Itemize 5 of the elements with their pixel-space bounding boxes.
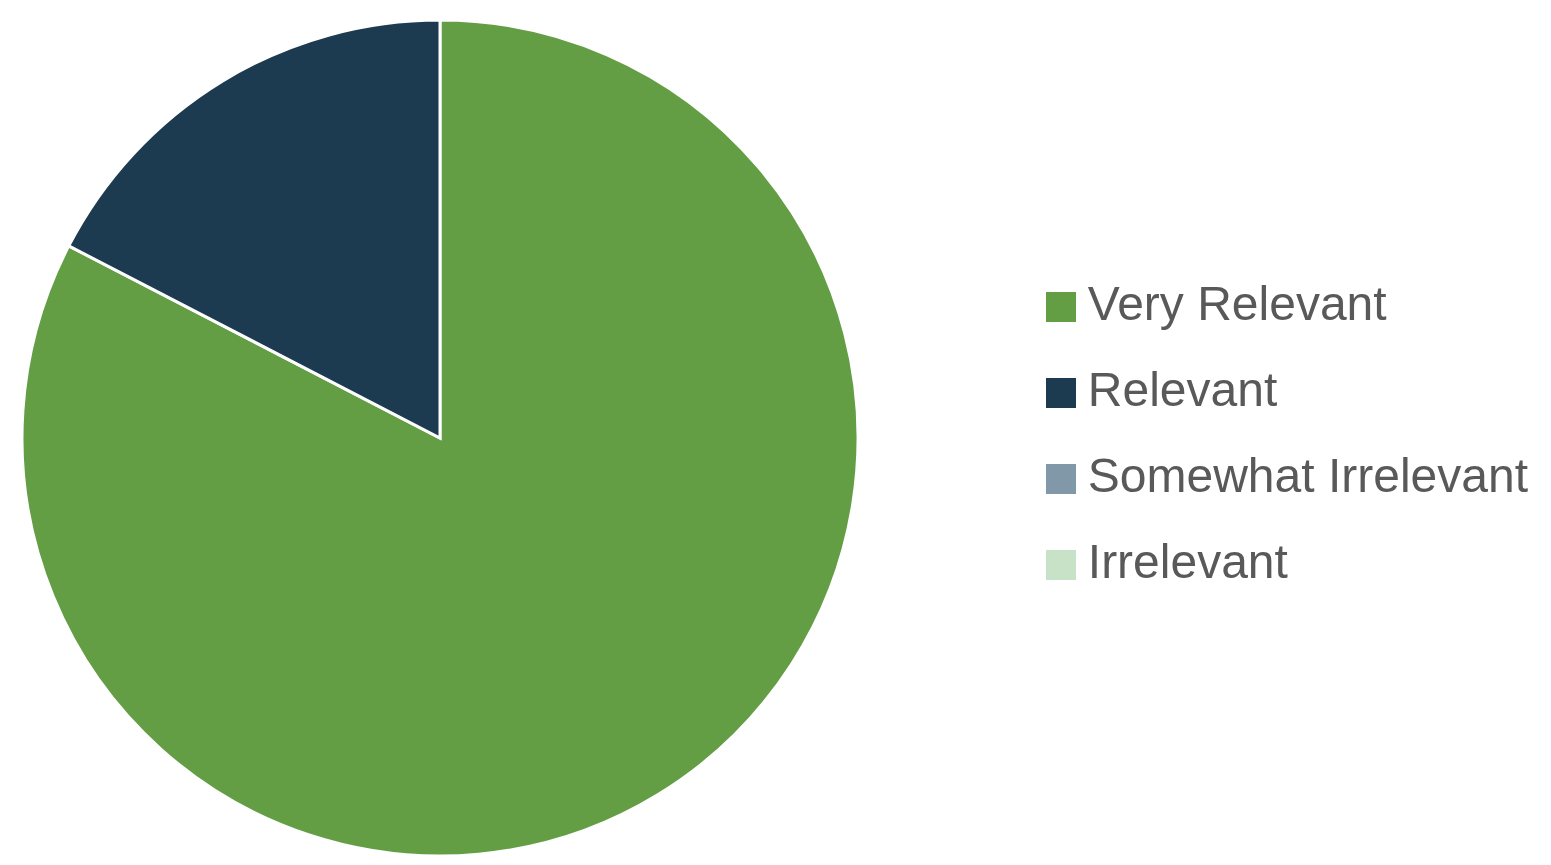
legend-label: Somewhat Irrelevant xyxy=(1087,448,1528,502)
legend-label: Irrelevant xyxy=(1087,534,1288,588)
legend-label: Relevant xyxy=(1087,362,1278,416)
legend-label: Very Relevant xyxy=(1087,276,1387,330)
pie-slice xyxy=(20,18,860,857)
